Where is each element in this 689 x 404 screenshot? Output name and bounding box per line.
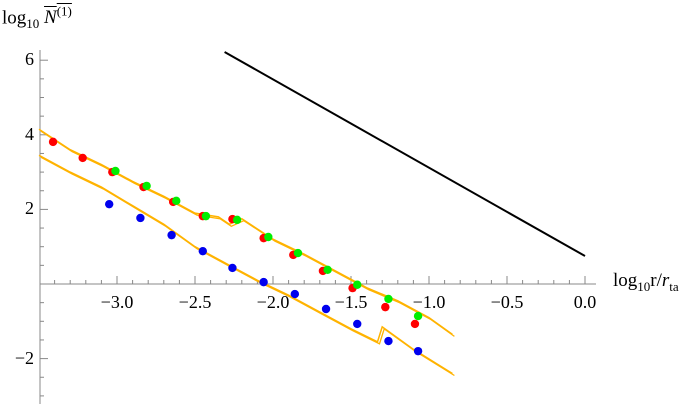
- data-point: [410, 319, 420, 329]
- x-tick-label: −1.0: [412, 292, 446, 312]
- data-point: [413, 346, 423, 356]
- x-label-var-sub: ta: [669, 278, 679, 294]
- y-tick-label: −2: [14, 347, 34, 368]
- data-point: [321, 304, 331, 314]
- x-tick-label: −3.0: [100, 292, 134, 312]
- y-label-sub: 10: [26, 16, 40, 32]
- data-point: [384, 294, 393, 304]
- data-point: [323, 265, 332, 275]
- x-tick-label: 0.0: [573, 292, 597, 312]
- y-tick-label: 4: [25, 123, 34, 144]
- data-point: [136, 213, 145, 223]
- data-point: [264, 232, 273, 242]
- data-point: [259, 277, 268, 287]
- data-point: [111, 166, 120, 176]
- y-tick-label: 2: [25, 198, 34, 219]
- data-point: [105, 199, 114, 209]
- y-tick-label: 6: [25, 49, 34, 70]
- y-label-symbol: N(1): [44, 4, 72, 29]
- data-point: [384, 336, 393, 346]
- x-label-log: log: [613, 270, 638, 291]
- data-point: [48, 137, 58, 147]
- series-line-twin: [40, 156, 455, 377]
- series-line: [224, 51, 586, 257]
- x-tick-label: −2.5: [178, 292, 212, 312]
- x-label-var: r: [661, 270, 670, 291]
- data-point: [78, 153, 87, 163]
- data-point: [353, 319, 362, 329]
- data-point: [172, 196, 181, 206]
- x-axis-label: log10r/rta: [613, 270, 679, 295]
- data-point: [413, 311, 423, 321]
- data-point: [167, 230, 176, 240]
- x-tick-label: −0.5: [490, 292, 524, 312]
- data-point: [353, 280, 362, 289]
- data-point: [290, 289, 300, 299]
- x-label-sub: 10: [637, 278, 651, 294]
- x-tick-label: −1.5: [334, 292, 368, 312]
- data-point: [228, 263, 237, 273]
- data-point: [142, 181, 151, 191]
- y-axis-label: log10 N(1): [2, 4, 72, 32]
- data-point: [381, 302, 390, 312]
- series-line: [38, 154, 453, 375]
- data-point: [232, 215, 242, 225]
- data-point: [201, 211, 211, 221]
- data-point: [198, 246, 207, 256]
- x-tick-label: −2.0: [256, 292, 290, 312]
- x-label-body: r/: [650, 270, 662, 291]
- data-point: [293, 248, 303, 258]
- y-label-log: log: [2, 7, 27, 29]
